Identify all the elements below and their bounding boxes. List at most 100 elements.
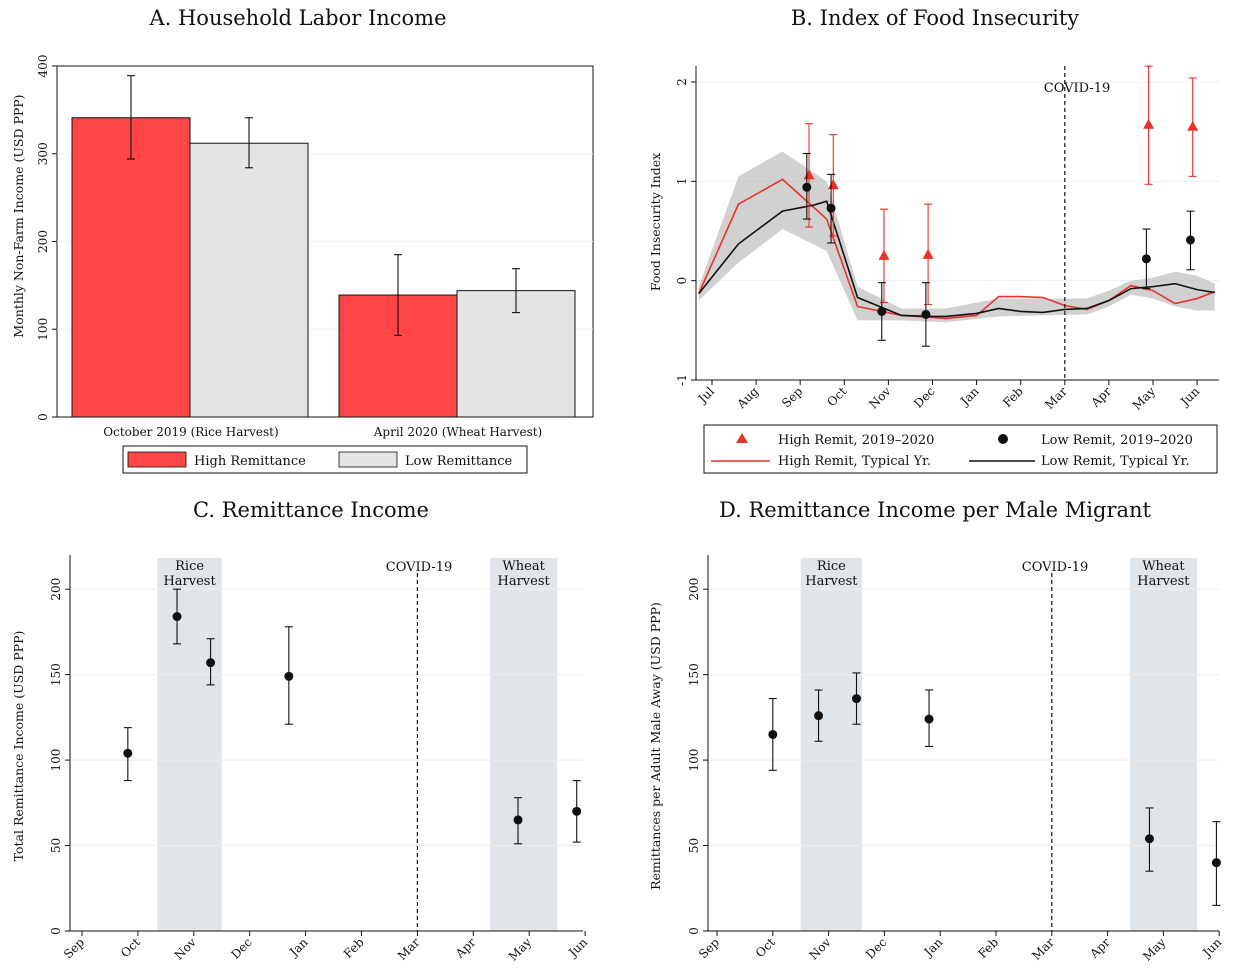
panel-d-x-tick-label: Mar xyxy=(1029,935,1057,963)
panel-b-x-tick-label: Sep xyxy=(779,384,805,410)
panel-c-gridlines xyxy=(70,588,583,847)
panel-b-confidence-band xyxy=(698,151,1215,323)
panel-c-x-tick-label: Dec xyxy=(228,935,255,962)
legend-swatch-high-remittance xyxy=(127,451,187,468)
panel-b-x-tick-label: May xyxy=(1130,384,1159,413)
panel-b-series-line xyxy=(698,178,1216,320)
panel-c-harvest-band xyxy=(157,558,222,931)
panel-c-point xyxy=(172,612,182,622)
panel-d-point xyxy=(1211,858,1221,868)
panel-b-series-line xyxy=(698,200,1215,318)
panel-b-y-tick-label: 1 xyxy=(675,178,689,186)
panel-d-y-axis-label: Remittances per Adult Male Away (USD PPP… xyxy=(648,602,663,890)
panel-c-x-tick-label: Sep xyxy=(61,935,87,961)
panel-d: D. Remittance Income per Male Migrant Ri… xyxy=(648,498,1225,964)
panel-a-bar xyxy=(189,142,309,418)
panel-b-point-low xyxy=(1141,254,1151,264)
panel-b-point-high xyxy=(1143,118,1155,129)
panel-a-y-ticks: 0 100 200 300 400 xyxy=(36,55,57,421)
panel-c-y-tick-label: 150 xyxy=(49,663,63,686)
panel-a: A. Household Labor Income 0100200300400 … xyxy=(11,6,594,474)
panel-d-gridlines xyxy=(708,588,1219,847)
panel-b-x-tick-label: Jun xyxy=(1177,384,1203,410)
panel-a-y-tick-label: 0 xyxy=(36,413,50,421)
panel-b-point-high xyxy=(878,249,890,260)
panel-b-point-low xyxy=(1185,235,1195,245)
legend-box xyxy=(122,445,528,474)
panel-c-harvest-label: Harvest xyxy=(497,574,550,589)
panel-b-point-high xyxy=(827,179,839,190)
panel-c-point xyxy=(572,806,582,816)
panel-b-x-tick-label: Nov xyxy=(866,384,893,411)
panel-d-point xyxy=(924,714,934,724)
panel-a-y-tick-label: 300 xyxy=(36,142,50,165)
panel-b-covid-label: COVID-19 xyxy=(1044,81,1111,96)
panel-b-points xyxy=(802,65,1199,347)
panel-d-harvest-label: Harvest xyxy=(805,574,858,589)
panel-d-harvest-band xyxy=(800,558,863,931)
panel-d-x-tick-label: Nov xyxy=(806,935,833,962)
panel-c-x-tick-label: Jan xyxy=(285,935,310,960)
legend-label: Low Remittance xyxy=(405,454,513,469)
panel-d-x-tick-label: Feb xyxy=(975,935,1001,961)
panel-c-x-tick-label: Apr xyxy=(452,935,478,961)
panel-c-point xyxy=(123,748,133,758)
panel-c-point xyxy=(206,658,216,668)
panel-b-x-tick-label: Jan xyxy=(956,384,981,409)
panel-b-legend: High Remit, 2019–2020 High Remit, Typica… xyxy=(703,424,1218,474)
panel-b-lines xyxy=(698,178,1216,320)
panel-d-x-tick-label: Jun xyxy=(1199,935,1225,961)
panel-b-x-tick-label: Jul xyxy=(694,384,717,407)
panel-a-category-label: April 2020 (Wheat Harvest) xyxy=(373,425,542,439)
panel-c-harvest-label: Wheat xyxy=(502,559,545,574)
panel-d-point xyxy=(852,694,861,704)
legend-swatch-low-remittance xyxy=(338,451,398,468)
panel-b-point-low xyxy=(826,203,836,213)
panel-c-covid-label: COVID-19 xyxy=(386,560,453,575)
legend-marker-circle xyxy=(998,434,1008,444)
panel-a-bars xyxy=(71,75,576,418)
panel-c-y-tick-label: 0 xyxy=(49,927,63,935)
panel-c-x-tick-label: Nov xyxy=(172,935,199,962)
legend-label: Low Remit, 2019–2020 xyxy=(1041,433,1193,448)
panel-b-band xyxy=(698,151,1215,323)
legend-marker-triangle xyxy=(736,433,748,443)
panel-d-x-tick-label: May xyxy=(1140,935,1169,964)
panel-d-x-tick-label: Jan xyxy=(920,935,945,960)
panel-c-harvest-label: Harvest xyxy=(163,574,216,589)
panel-c-x-tick-label: Oct xyxy=(118,935,143,960)
panel-b-x-tick-label: Aug xyxy=(734,384,762,412)
panel-b-x-tick-label: Oct xyxy=(824,384,849,409)
panel-b-point-low xyxy=(877,306,887,316)
panel-d-harvest-label: Harvest xyxy=(1137,574,1190,589)
panel-b-x-tick-label: Apr xyxy=(1088,384,1114,410)
panel-a-y-axis-label: Monthly Non-Farm Income (USD PPP) xyxy=(11,94,26,337)
panel-a-category-label: October 2019 (Rice Harvest) xyxy=(103,425,278,439)
panel-c-point xyxy=(513,815,523,825)
panel-b-x-tick-label: Dec xyxy=(911,384,938,411)
panel-c: C. Remittance Income RiceHarvestWheatHar… xyxy=(11,498,590,964)
panel-d-x-tick-label: Apr xyxy=(1086,935,1112,961)
panel-d-covid-label: COVID-19 xyxy=(1022,560,1089,575)
legend-label: High Remit, Typical Yr. xyxy=(778,454,931,469)
panel-b-point-high xyxy=(1187,120,1199,131)
legend-label: Low Remit, Typical Yr. xyxy=(1041,454,1190,469)
panel-c-x-tick-label: Jun xyxy=(565,935,591,961)
panel-b-x-tick-label: Feb xyxy=(1000,384,1026,410)
panel-d-y-tick-label: 0 xyxy=(687,927,701,935)
panel-d-point xyxy=(1144,834,1154,844)
panel-b-point-low xyxy=(921,309,931,319)
panel-c-point xyxy=(284,671,294,681)
panel-b-title: B. Index of Food Insecurity xyxy=(791,6,1079,30)
panel-c-title: C. Remittance Income xyxy=(193,498,429,522)
legend-label: High Remit, 2019–2020 xyxy=(778,433,934,448)
panel-c-x-tick-label: May xyxy=(506,935,535,964)
panel-d-point xyxy=(814,711,824,721)
panel-a-title: A. Household Labor Income xyxy=(148,6,446,30)
panel-a-bar xyxy=(71,117,191,418)
panel-d-harvest-label: Wheat xyxy=(1142,559,1185,574)
panel-d-point xyxy=(768,729,778,739)
legend-label: High Remittance xyxy=(194,454,306,469)
